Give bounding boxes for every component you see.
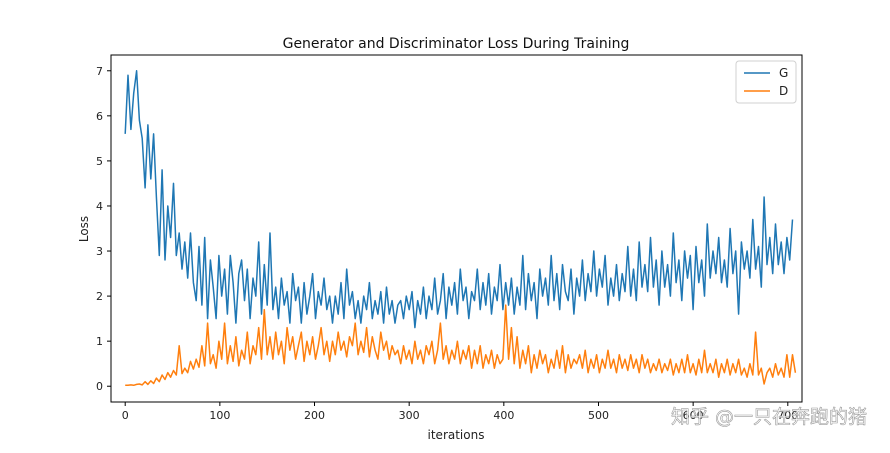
y-tick-label: 2 xyxy=(96,290,103,303)
x-tick-label: 0 xyxy=(122,409,129,422)
x-tick-label: 600 xyxy=(683,409,704,422)
y-tick-label: 0 xyxy=(96,380,103,393)
x-axis-label: iterations xyxy=(428,428,485,442)
legend-g-label: G xyxy=(779,66,788,80)
y-axis-label: Loss xyxy=(77,216,91,242)
legend-d-label: D xyxy=(779,84,788,98)
x-tick-label: 200 xyxy=(304,409,325,422)
y-tick-label: 5 xyxy=(96,155,103,168)
plot-frame xyxy=(110,54,803,403)
chart-title: Generator and Discriminator Loss During … xyxy=(283,36,630,52)
x-tick-label: 100 xyxy=(209,409,230,422)
watermark: 知乎 @一只在奔跑的猪 xyxy=(671,406,867,428)
x-tick-label: 700 xyxy=(777,409,798,422)
x-tick-label: 400 xyxy=(493,409,514,422)
x-axis: 0 100 200 300 400 500 600 700 xyxy=(122,402,798,422)
legend-box xyxy=(735,60,797,104)
series-line-g xyxy=(124,70,794,329)
y-tick-label: 6 xyxy=(96,110,103,123)
x-tick-label: 300 xyxy=(399,409,420,422)
y-tick-label: 4 xyxy=(96,200,103,213)
legend: G D xyxy=(735,60,797,104)
series-line-d xyxy=(125,304,797,387)
y-tick-label: 7 xyxy=(96,65,103,78)
y-tick-label: 1 xyxy=(96,335,103,348)
y-tick-label: 3 xyxy=(96,245,103,258)
y-axis: 0 1 2 3 4 5 6 7 xyxy=(96,65,111,393)
series-group xyxy=(124,70,797,387)
x-tick-label: 500 xyxy=(588,409,609,422)
